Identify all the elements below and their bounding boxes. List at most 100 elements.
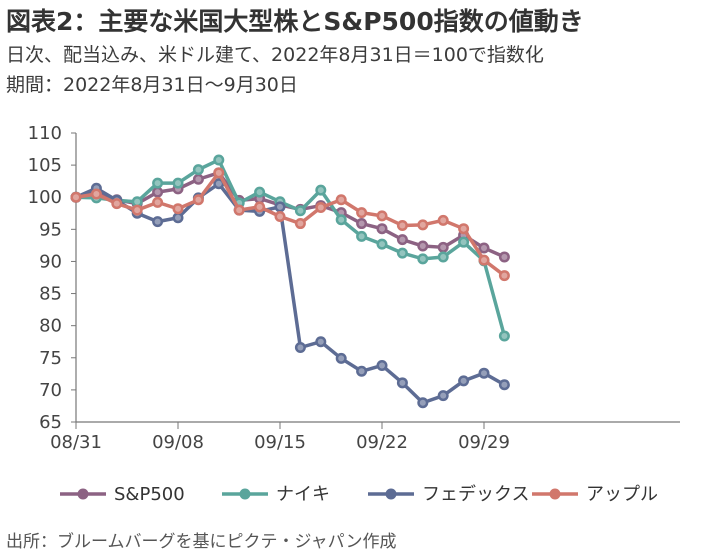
data-point xyxy=(417,397,429,409)
data-point xyxy=(254,186,266,198)
data-point xyxy=(274,201,286,213)
y-tick-label: 95 xyxy=(39,219,62,240)
data-point-highlight xyxy=(358,368,365,375)
legend-item: ナイキ xyxy=(222,484,330,505)
data-point xyxy=(396,234,408,246)
data-point-highlight xyxy=(419,243,426,250)
data-point xyxy=(458,236,470,248)
data-point-highlight xyxy=(399,236,406,243)
data-point-highlight xyxy=(501,272,508,279)
data-point xyxy=(478,367,490,379)
data-point-highlight xyxy=(175,214,181,221)
series-4 xyxy=(70,167,510,282)
data-point xyxy=(478,242,490,254)
data-point xyxy=(152,186,164,198)
data-point xyxy=(458,375,470,387)
y-tick-label: 110 xyxy=(28,123,62,144)
data-point xyxy=(356,218,368,230)
data-point xyxy=(111,198,123,210)
y-tick-label: 90 xyxy=(39,251,62,272)
data-point xyxy=(396,247,408,259)
legend-item: フェデックス xyxy=(368,484,529,505)
x-tick-label: 09/29 xyxy=(458,432,510,453)
data-point xyxy=(131,196,143,208)
data-point-highlight xyxy=(399,250,406,257)
data-point-highlight xyxy=(399,379,406,386)
legend-marker xyxy=(239,488,251,500)
data-point xyxy=(437,241,449,253)
data-point xyxy=(376,223,388,235)
legend-label: S&P500 xyxy=(114,484,185,505)
data-point xyxy=(254,201,266,213)
data-point-highlight xyxy=(175,180,181,187)
legend-marker xyxy=(385,488,397,500)
y-tick-label: 65 xyxy=(39,412,62,433)
data-point-highlight xyxy=(113,200,120,207)
data-point xyxy=(417,219,429,231)
data-point xyxy=(396,219,408,231)
legend-label: アップル xyxy=(586,484,658,505)
data-point xyxy=(213,167,225,179)
data-point xyxy=(192,194,204,206)
data-point-highlight xyxy=(440,217,447,224)
data-point xyxy=(90,188,102,200)
legend-item: アップル xyxy=(532,484,658,505)
data-point xyxy=(213,154,225,166)
data-point-highlight xyxy=(297,344,304,351)
data-point xyxy=(152,177,164,189)
data-point xyxy=(192,164,204,176)
data-point-highlight xyxy=(317,187,324,194)
data-point xyxy=(315,336,327,348)
legend-marker xyxy=(549,488,561,500)
data-point xyxy=(315,184,327,196)
legend-label: フェデックス xyxy=(422,484,529,505)
legend-label: ナイキ xyxy=(276,484,330,505)
series-line xyxy=(75,171,506,277)
data-point-highlight xyxy=(358,209,365,216)
data-point xyxy=(458,223,470,235)
data-point xyxy=(376,238,388,250)
data-point xyxy=(356,207,368,219)
data-point xyxy=(417,253,429,265)
data-point-highlight xyxy=(501,381,508,388)
data-point xyxy=(376,359,388,371)
x-tick-label: 09/22 xyxy=(356,432,408,453)
y-tick-label: 75 xyxy=(39,348,62,369)
data-point-highlight xyxy=(215,180,222,187)
data-point xyxy=(478,254,490,266)
data-point-highlight xyxy=(440,392,447,399)
chart-subtitle-period: 期間：2022年8月31日～9月30日 xyxy=(6,74,298,96)
data-point-highlight xyxy=(154,189,161,196)
data-point-highlight xyxy=(338,196,345,203)
data-point xyxy=(172,212,184,224)
data-point xyxy=(172,203,184,215)
data-point-highlight xyxy=(440,244,447,251)
data-point-highlight xyxy=(481,370,487,377)
data-point xyxy=(498,330,510,342)
data-point xyxy=(498,379,510,391)
data-point-highlight xyxy=(501,253,508,260)
data-point-highlight xyxy=(419,399,426,406)
data-point-highlight xyxy=(358,220,365,227)
data-point xyxy=(437,390,449,402)
data-point-highlight xyxy=(379,241,385,248)
data-point-highlight xyxy=(134,198,141,205)
data-point-highlight xyxy=(379,225,385,232)
y-tick-label: 70 xyxy=(39,380,62,401)
data-point xyxy=(131,204,143,216)
chart-subtitle-basis: 日次、配当込み、米ドル建て、2022年8月31日＝100で指数化 xyxy=(6,44,544,66)
data-point xyxy=(233,204,245,216)
data-point-highlight xyxy=(277,203,283,210)
data-point xyxy=(356,365,368,377)
series-2 xyxy=(70,154,510,342)
data-point-highlight xyxy=(460,225,467,232)
data-point xyxy=(498,270,510,282)
y-tick-label: 80 xyxy=(39,316,62,337)
data-point-highlight xyxy=(154,199,161,206)
data-point xyxy=(192,173,204,185)
source-note: 出所：ブルームバーグを基にピクテ・ジャパン作成 xyxy=(6,532,397,552)
data-point-highlight xyxy=(175,205,181,212)
data-point-highlight xyxy=(338,355,345,362)
data-point-highlight xyxy=(317,204,324,211)
